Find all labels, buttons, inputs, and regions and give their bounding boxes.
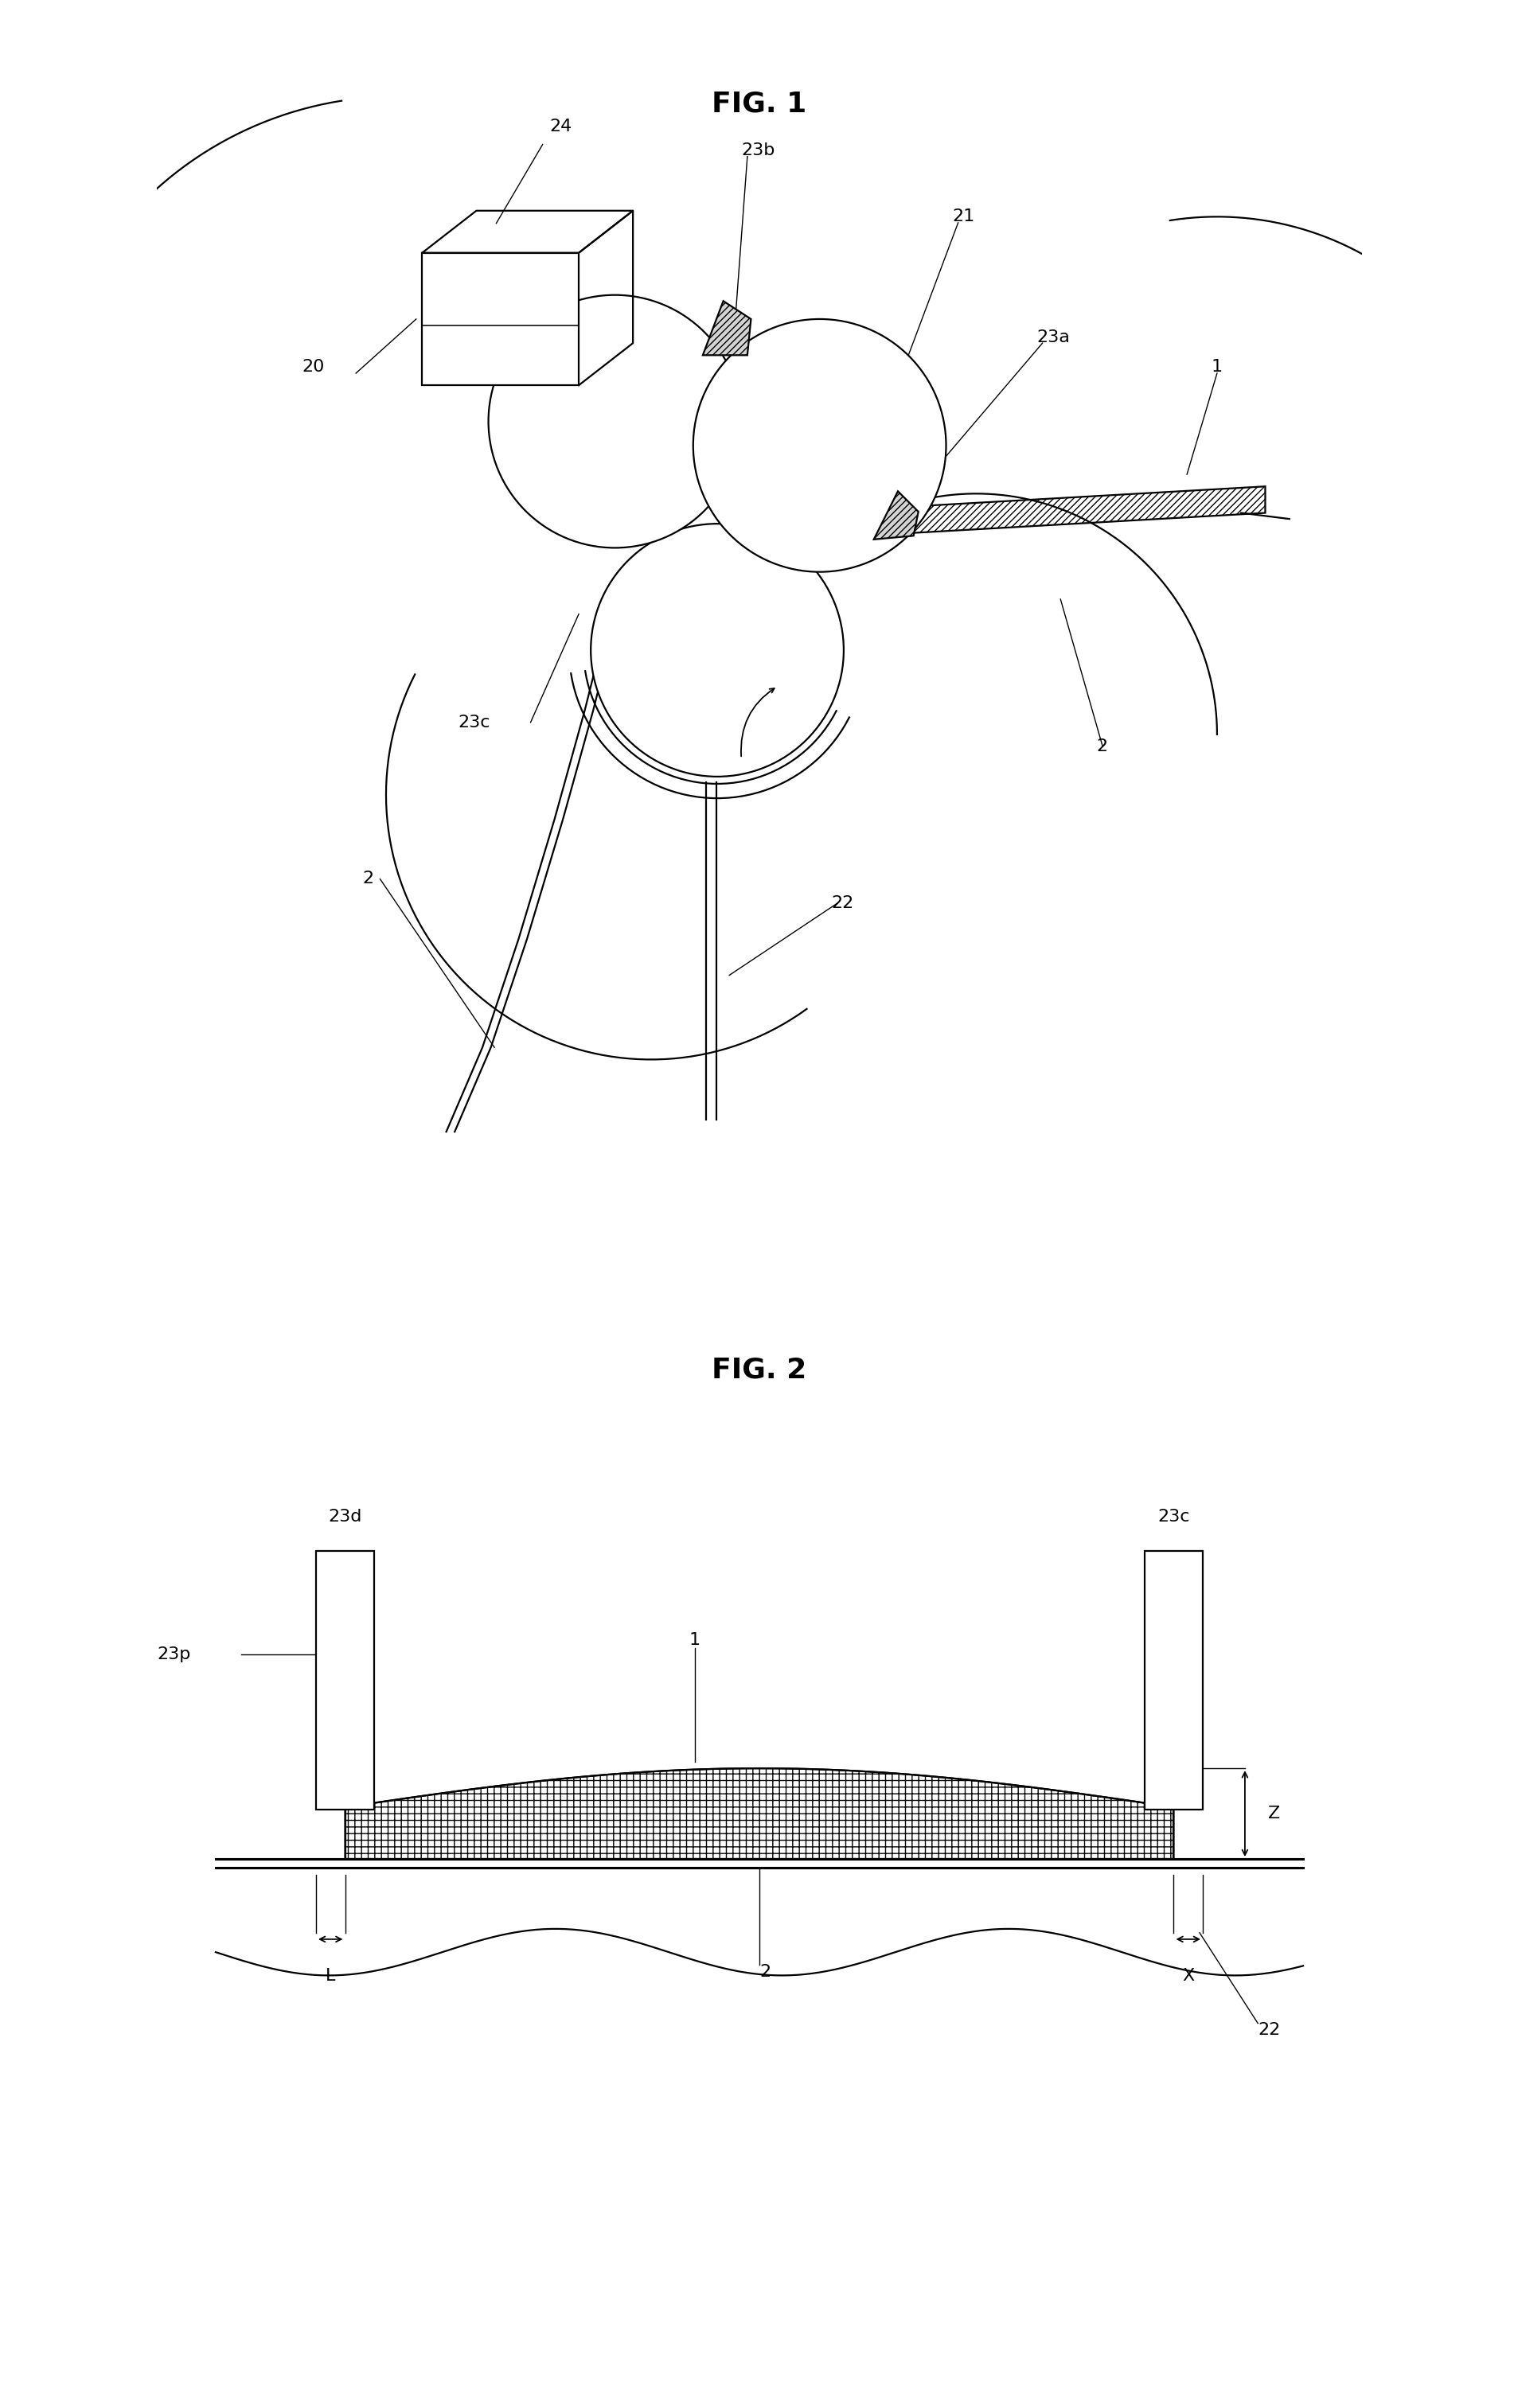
Text: 22: 22 (832, 896, 853, 910)
Text: FIG. 2: FIG. 2 (712, 1356, 806, 1385)
Text: 20: 20 (302, 359, 325, 376)
Polygon shape (873, 491, 918, 539)
Polygon shape (735, 486, 1264, 544)
Text: 23a: 23a (1035, 330, 1069, 344)
Text: 23p: 23p (158, 1647, 191, 1662)
Polygon shape (703, 301, 750, 356)
Text: 2: 2 (1096, 739, 1107, 754)
Text: Z: Z (1268, 1806, 1280, 1820)
Text: 24: 24 (550, 118, 572, 135)
Bar (1145, 1551, 1202, 1811)
Circle shape (692, 320, 946, 571)
Text: 23c: 23c (1157, 1510, 1189, 1524)
Text: 21: 21 (952, 209, 975, 224)
Text: 1: 1 (689, 1633, 700, 1647)
Bar (422, 253, 578, 385)
Text: 2: 2 (759, 1963, 770, 1979)
Text: X: X (1181, 1967, 1193, 1984)
Text: 2: 2 (363, 872, 373, 886)
Text: 23c: 23c (458, 715, 490, 730)
Bar (316, 1551, 373, 1811)
Text: 22: 22 (1257, 2023, 1280, 2037)
Polygon shape (345, 1767, 1173, 1859)
Circle shape (489, 296, 741, 549)
Text: L: L (325, 1967, 335, 1984)
Text: 1: 1 (1210, 359, 1222, 376)
Text: 23d: 23d (328, 1510, 361, 1524)
Text: FIG. 1: FIG. 1 (712, 92, 806, 118)
Text: 23b: 23b (741, 142, 774, 159)
Circle shape (591, 525, 844, 778)
